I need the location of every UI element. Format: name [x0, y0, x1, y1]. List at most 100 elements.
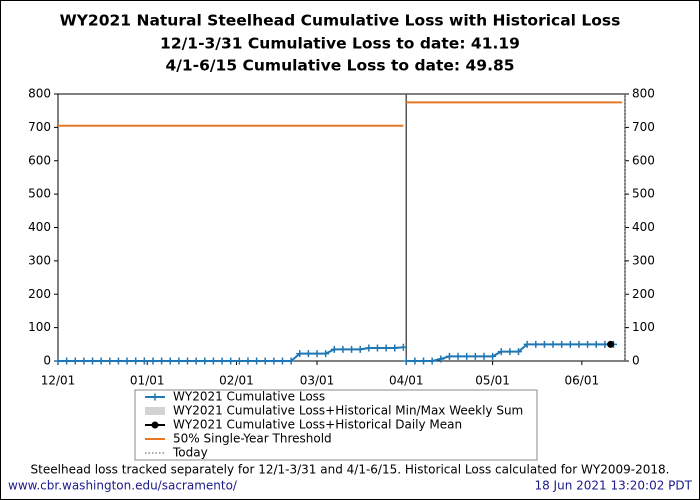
y-tick-label: 500: [28, 187, 51, 201]
legend-label: 50% Single-Year Threshold: [173, 432, 332, 446]
marker: [471, 352, 479, 360]
marker: [532, 340, 540, 348]
x-tick-label: 01/01: [130, 374, 165, 388]
footnote: Steelhead loss tracked separately for 12…: [31, 463, 670, 477]
marker: [304, 350, 312, 358]
marker: [149, 357, 157, 365]
legend-label: WY2021 Cumulative Loss+Historical Min/Ma…: [173, 404, 523, 418]
y-tick-label: 100: [632, 320, 655, 334]
marker: [278, 357, 286, 365]
marker: [558, 340, 566, 348]
y-tick-label: 0: [632, 354, 640, 368]
marker: [515, 348, 523, 356]
legend-box: [134, 389, 538, 461]
marker: [523, 340, 531, 348]
y-tick-label: 800: [28, 87, 51, 101]
legend-swatch: [151, 393, 159, 401]
x-tick-label: 03/01: [300, 374, 335, 388]
marker: [411, 357, 419, 365]
marker: [166, 357, 174, 365]
marker: [97, 357, 105, 365]
marker: [201, 357, 209, 365]
marker: [313, 350, 321, 358]
marker: [114, 357, 122, 365]
marker: [506, 348, 514, 356]
marker: [235, 357, 243, 365]
marker: [54, 357, 62, 365]
marker: [584, 340, 592, 348]
marker: [365, 344, 373, 352]
legend-swatch: [151, 421, 159, 429]
y-tick-label: 500: [632, 187, 655, 201]
marker: [209, 357, 217, 365]
marker: [497, 348, 505, 356]
marker: [373, 344, 381, 352]
marker: [489, 352, 497, 360]
marker: [63, 357, 71, 365]
marker: [575, 340, 583, 348]
marker: [123, 357, 131, 365]
marker: [437, 355, 445, 363]
x-tick-label: 12/01: [41, 374, 76, 388]
marker: [192, 357, 200, 365]
mean-point: [607, 340, 615, 348]
marker: [399, 343, 407, 351]
marker: [270, 357, 278, 365]
marker: [80, 357, 88, 365]
marker: [454, 352, 462, 360]
chart-subtitle: 4/1-6/15 Cumulative Loss to date: 49.85: [165, 57, 514, 75]
marker: [540, 340, 548, 348]
marker: [184, 357, 192, 365]
chart-title: WY2021 Natural Steelhead Cumulative Loss…: [60, 12, 621, 30]
y-tick-label: 300: [632, 253, 655, 267]
marker: [227, 357, 235, 365]
y-tick-label: 600: [632, 153, 655, 167]
y-tick-label: 200: [28, 287, 51, 301]
y-tick-label: 700: [632, 120, 655, 134]
marker: [445, 352, 453, 360]
marker: [339, 345, 347, 353]
marker: [89, 357, 97, 365]
source-url[interactable]: www.cbr.washington.edu/sacramento/: [8, 479, 238, 493]
marker: [218, 357, 226, 365]
marker: [356, 345, 364, 353]
timestamp: 18 Jun 2021 13:20:02 PDT: [534, 479, 692, 493]
marker: [322, 350, 330, 358]
y-tick-label: 400: [632, 220, 655, 234]
y-tick-label: 400: [28, 220, 51, 234]
marker: [463, 352, 471, 360]
marker: [253, 357, 261, 365]
legend-swatch: [145, 407, 165, 415]
x-tick-label: 05/01: [475, 374, 510, 388]
marker: [480, 352, 488, 360]
marker: [330, 345, 338, 353]
y-tick-label: 700: [28, 120, 51, 134]
marker: [420, 357, 428, 365]
marker: [348, 345, 356, 353]
marker: [592, 340, 600, 348]
marker: [106, 357, 114, 365]
marker: [428, 357, 436, 365]
y-tick-label: 0: [43, 354, 51, 368]
marker: [402, 357, 410, 365]
marker: [549, 340, 557, 348]
marker: [296, 350, 304, 358]
marker: [287, 357, 295, 365]
x-tick-label: 02/01: [219, 374, 254, 388]
legend-label: WY2021 Cumulative Loss+Historical Daily …: [173, 418, 462, 432]
x-tick-label: 04/01: [389, 374, 424, 388]
y-tick-label: 800: [632, 87, 655, 101]
marker: [132, 357, 140, 365]
y-tick-label: 100: [28, 320, 51, 334]
legend-label: Today: [172, 446, 208, 460]
marker: [566, 340, 574, 348]
marker: [158, 357, 166, 365]
y-tick-label: 300: [28, 253, 51, 267]
chart-subtitle: 12/1-3/31 Cumulative Loss to date: 41.19: [160, 35, 520, 53]
marker: [391, 344, 399, 352]
y-tick-label: 600: [28, 153, 51, 167]
x-tick-label: 06/01: [565, 374, 600, 388]
marker: [175, 357, 183, 365]
marker: [140, 357, 148, 365]
